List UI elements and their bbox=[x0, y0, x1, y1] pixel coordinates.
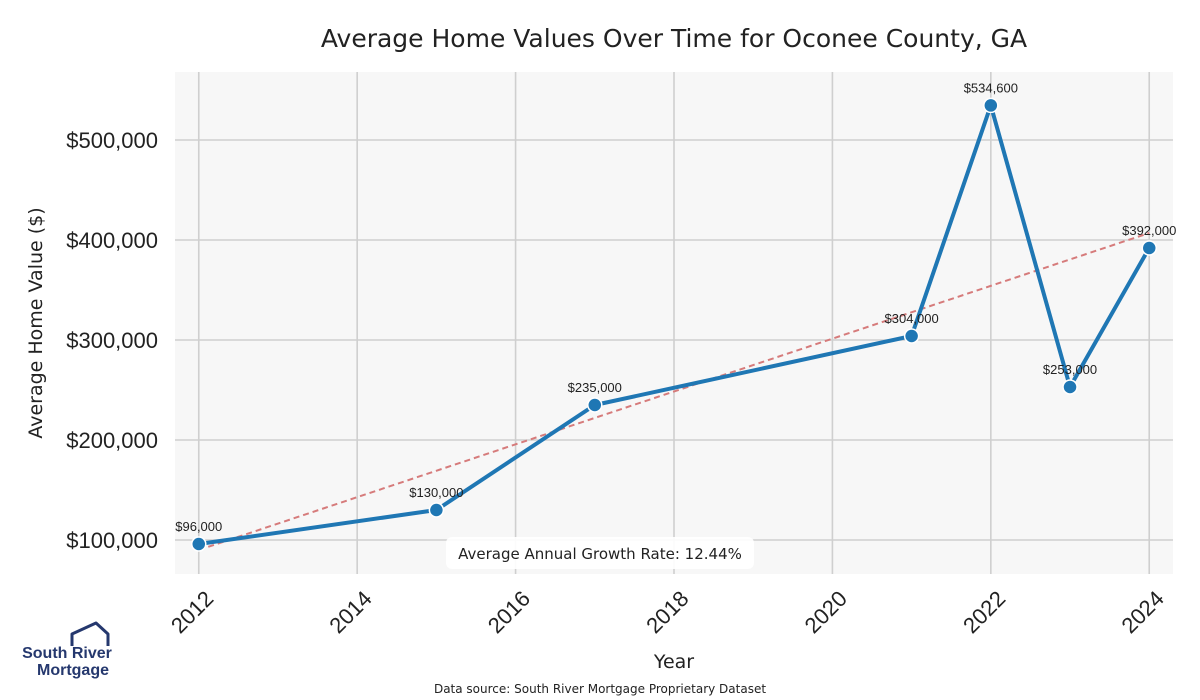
y-axis-title: Average Home Value ($) bbox=[25, 207, 47, 438]
data-label: $304,000 bbox=[885, 311, 939, 326]
logo-line2: Mortgage bbox=[37, 662, 109, 679]
data-point bbox=[983, 97, 999, 114]
growth-annotation: Average Annual Growth Rate: 12.44% bbox=[446, 537, 754, 569]
y-tick-label: $500,000 bbox=[66, 128, 158, 153]
data-point bbox=[903, 328, 920, 344]
y-tick-label: $200,000 bbox=[66, 428, 158, 453]
data-label: $534,600 bbox=[964, 80, 1018, 95]
y-axis: $100,000 $200,000 $300,000 $400,000 $500,000 bbox=[66, 128, 158, 553]
data-label: $130,000 bbox=[409, 485, 463, 500]
trend-line bbox=[198, 232, 1150, 551]
data-label: $96,000 bbox=[175, 519, 222, 534]
x-tick-label: 2020 bbox=[800, 586, 852, 638]
x-axis: 2012 2014 2016 2018 2020 2022 2024 bbox=[166, 586, 1169, 638]
growth-annotation-text: Average Annual Growth Rate: 12.44% bbox=[458, 545, 742, 563]
x-tick-label: 2016 bbox=[483, 586, 535, 638]
data-point bbox=[587, 397, 603, 413]
data-point bbox=[191, 536, 207, 552]
x-tick-label: 2022 bbox=[958, 586, 1010, 638]
y-tick-label: $100,000 bbox=[66, 528, 158, 553]
x-tick-label: 2014 bbox=[324, 586, 376, 638]
x-tick-label: 2018 bbox=[641, 586, 693, 638]
x-tick-label: 2024 bbox=[1116, 586, 1168, 638]
growth-annotation-box bbox=[446, 537, 754, 569]
x-tick-label: 2012 bbox=[166, 586, 218, 638]
data-label: $392,000 bbox=[1122, 223, 1176, 238]
series-group bbox=[191, 97, 1157, 552]
data-labels: $96,000 $130,000 $235,000 $304,000 $534,600 $… bbox=[175, 80, 1176, 534]
logo-line1: South River bbox=[22, 645, 112, 662]
data-point bbox=[428, 502, 445, 518]
data-point bbox=[1062, 379, 1078, 395]
data-label: $235,000 bbox=[568, 380, 622, 395]
data-point bbox=[1141, 240, 1157, 256]
y-tick-label: $300,000 bbox=[66, 328, 158, 353]
house-roof-icon bbox=[70, 621, 110, 646]
logo: South River Mortgage bbox=[22, 621, 112, 679]
data-label: $253,000 bbox=[1043, 362, 1097, 377]
source-note: Data source: South River Mortgage Propri… bbox=[434, 682, 766, 696]
trend-line-group bbox=[198, 232, 1150, 551]
x-axis-title: Year bbox=[653, 651, 694, 673]
grid bbox=[175, 72, 1173, 574]
chart-title: Average Home Values Over Time for Oconee… bbox=[321, 24, 1027, 53]
y-tick-label: $400,000 bbox=[66, 228, 158, 253]
